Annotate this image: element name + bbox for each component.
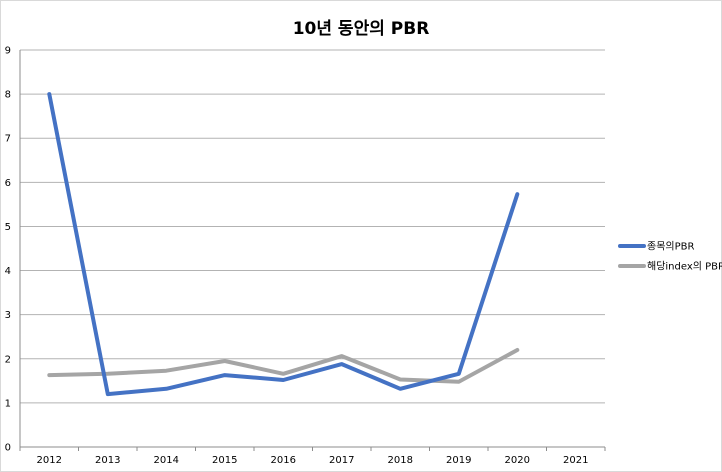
y-tick-label: 5 (5, 222, 11, 233)
y-tick-label: 9 (5, 46, 11, 57)
legend-label-2: 해당index의 PBR (647, 260, 722, 273)
x-tick-label: 2014 (154, 455, 179, 466)
x-tick-label: 2016 (271, 455, 296, 466)
series-lines (47, 92, 520, 397)
x-tick-label: 2021 (563, 455, 588, 466)
y-tick-label: 4 (5, 266, 11, 277)
x-tick-label: 2013 (95, 455, 120, 466)
y-tick-label: 0 (5, 443, 11, 454)
gridlines (20, 49, 605, 404)
y-tick-label: 1 (5, 398, 11, 409)
y-tick-label: 8 (5, 90, 11, 101)
series-line-2 (47, 348, 520, 384)
x-tick-label: 2018 (388, 455, 413, 466)
y-tick-label: 3 (5, 310, 11, 321)
axes: 0 1 2 3 4 5 6 7 8 9 2012 2013 2014 2015 2016 2017 2018 20… (5, 46, 606, 466)
x-tick-label: 2019 (446, 455, 471, 466)
legend-label-1: 종목의PBR (647, 241, 694, 253)
x-tick-label: 2017 (329, 455, 354, 466)
chart-title: 10년 동안의 PBR (292, 19, 430, 39)
y-tick-label: 2 (5, 354, 11, 365)
legend: 종목의PBR 해당index의 PBR (618, 241, 722, 273)
series-line-1 (47, 92, 520, 397)
y-tick-label: 6 (5, 178, 11, 189)
x-tick-label: 2015 (212, 455, 237, 466)
x-tick-label: 2012 (37, 455, 62, 466)
x-tick-label: 2020 (505, 455, 530, 466)
y-tick-label: 7 (5, 134, 11, 145)
